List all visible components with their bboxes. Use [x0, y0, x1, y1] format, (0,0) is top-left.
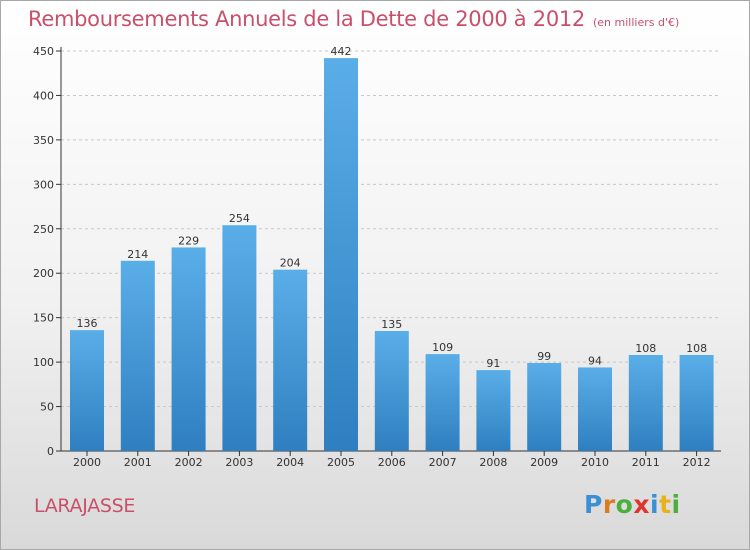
x-tick-label: 2008 — [479, 456, 507, 469]
bar — [578, 367, 612, 451]
logo-letter: i — [650, 490, 660, 519]
bar — [222, 225, 257, 451]
bar-value-label: 442 — [331, 45, 352, 58]
bar — [70, 330, 104, 451]
bar-value-label: 99 — [537, 350, 551, 363]
bar — [273, 269, 308, 451]
x-tick-label: 2004 — [276, 456, 304, 469]
logo-letter: x — [633, 490, 650, 519]
commune-name: LARAJASSE — [34, 495, 136, 517]
bar-value-label: 204 — [280, 257, 301, 270]
x-tick-label: 2001 — [124, 456, 152, 469]
bar — [527, 363, 562, 451]
y-tick-label: 0 — [47, 445, 54, 458]
x-tick-label: 2012 — [683, 456, 711, 469]
x-tick-label: 2009 — [530, 456, 558, 469]
bar-value-label: 214 — [127, 248, 148, 261]
bar — [628, 355, 663, 451]
bar-value-label: 108 — [686, 342, 707, 355]
y-tick-label: 150 — [33, 312, 54, 325]
y-tick-label: 50 — [40, 401, 54, 414]
logo-letter: i — [671, 490, 681, 519]
bar-value-label: 136 — [77, 317, 98, 330]
bar — [679, 355, 714, 451]
bar-value-label: 135 — [381, 318, 402, 331]
bar — [374, 331, 409, 451]
bar — [476, 370, 511, 451]
bar — [425, 354, 460, 451]
bar — [120, 260, 155, 451]
y-tick-label: 200 — [33, 267, 54, 280]
x-tick-label: 2002 — [175, 456, 203, 469]
y-tick-label: 250 — [33, 223, 54, 236]
x-tick-label: 2007 — [429, 456, 457, 469]
x-tick-label: 2011 — [632, 456, 660, 469]
x-tick-label: 2003 — [225, 456, 253, 469]
bar-value-label: 108 — [635, 342, 656, 355]
bar-value-label: 254 — [229, 212, 250, 225]
y-tick-label: 300 — [33, 178, 54, 191]
bar-value-label: 91 — [486, 357, 500, 370]
chart-subtitle: (en milliers d'€) — [593, 16, 680, 29]
chart-title: Remboursements Annuels de la Dette de 20… — [28, 7, 679, 31]
y-tick-label: 100 — [33, 356, 54, 369]
x-tick-label: 2006 — [378, 456, 406, 469]
bar — [171, 247, 206, 451]
logo-letter: t — [659, 490, 672, 519]
proxiti-logo: Proxiti — [584, 490, 681, 519]
bar-value-label: 109 — [432, 341, 453, 354]
logo-letter: P — [584, 490, 603, 519]
chart-title-text: Remboursements Annuels de la Dette de 20… — [28, 7, 585, 31]
y-tick-label: 450 — [33, 45, 54, 58]
x-tick-label: 2005 — [327, 456, 355, 469]
bar-value-label: 229 — [178, 234, 199, 247]
bar — [324, 58, 358, 451]
x-tick-label: 2010 — [581, 456, 609, 469]
y-tick-label: 400 — [33, 89, 54, 102]
bar-value-label: 94 — [588, 354, 602, 367]
y-tick-label: 350 — [33, 134, 54, 147]
logo-letter: o — [615, 490, 634, 519]
x-tick-label: 2000 — [73, 456, 101, 469]
logo-letter: r — [602, 490, 616, 519]
